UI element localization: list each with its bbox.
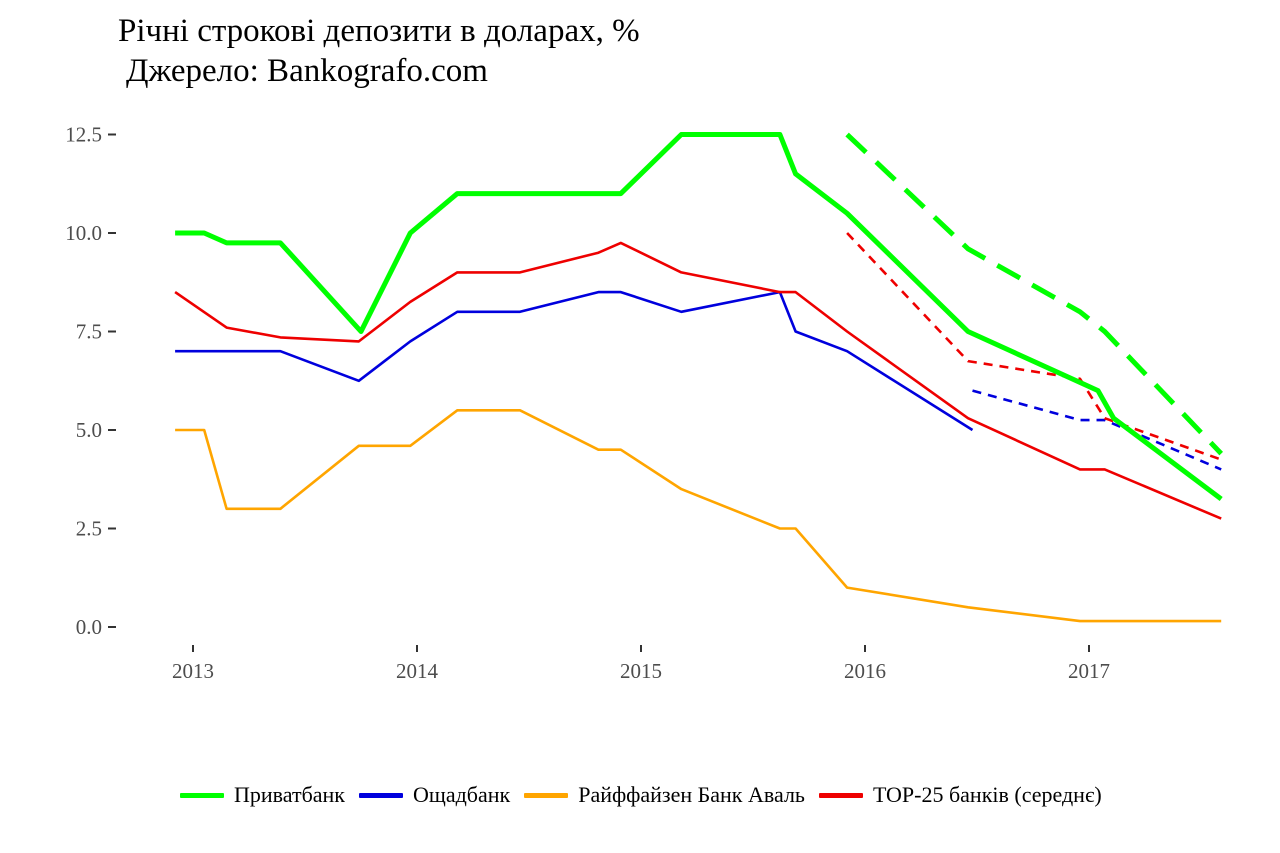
x-tick-label: 2016 xyxy=(844,659,886,683)
legend-item-privatbank: Приватбанк xyxy=(180,782,345,808)
legend-swatch-privatbank xyxy=(180,792,224,798)
legend-label-raiffeisen: Райффайзен Банк Аваль xyxy=(578,782,805,807)
legend-label-top25: TOP-25 банків (середнє) xyxy=(872,782,1102,807)
legend-label-oschadbank: Ощадбанк xyxy=(413,782,511,807)
series-line-dashed-6 xyxy=(846,232,1222,461)
series-line-4 xyxy=(175,408,1222,623)
legend-label-privatbank: Приватбанк xyxy=(234,782,345,807)
y-tick-label: 7.5 xyxy=(76,320,102,344)
series-line-0 xyxy=(175,132,1223,501)
series-line-dashed-1 xyxy=(845,132,1224,456)
legend-swatch-top25 xyxy=(818,792,863,798)
y-tick-label: 0.0 xyxy=(76,615,102,639)
legend-item-top25: TOP-25 банків (середнє) xyxy=(818,782,1102,808)
chart-legend: Приватбанк Ощадбанк Райффайзен Банк Авал… xyxy=(180,782,1102,808)
chart-title-main: Річні строкові депозити в доларах, % xyxy=(118,13,640,49)
y-tick-label: 10.0 xyxy=(65,221,102,245)
chart-subtitle: Джерело: Bankografo.com xyxy=(126,52,488,89)
chart-title: Річні строкові депозити в доларах, % Дже… xyxy=(118,12,640,91)
series-line-dashed-3 xyxy=(972,389,1222,471)
legend-swatch-oschadbank xyxy=(359,792,403,798)
y-tick-label: 12.5 xyxy=(65,123,102,147)
series-line-2 xyxy=(175,290,974,432)
y-tick-label: 5.0 xyxy=(76,418,102,442)
legend-item-raiffeisen: Райффайзен Банк Аваль xyxy=(524,782,805,808)
legend-swatch-raiffeisen xyxy=(524,792,569,798)
y-tick-label: 2.5 xyxy=(76,517,102,541)
x-tick-label: 2017 xyxy=(1068,659,1110,683)
x-tick-label: 2014 xyxy=(396,659,439,683)
x-tick-label: 2013 xyxy=(172,659,214,683)
legend-item-oschadbank: Ощадбанк xyxy=(359,782,510,808)
line-chart: 0.0 2.5 5.0 7.5 10.0 12.5 2013 2014 2015 2016 2017 xyxy=(65,123,1224,683)
series-line-5 xyxy=(174,241,1222,520)
x-tick-label: 2015 xyxy=(620,659,662,683)
